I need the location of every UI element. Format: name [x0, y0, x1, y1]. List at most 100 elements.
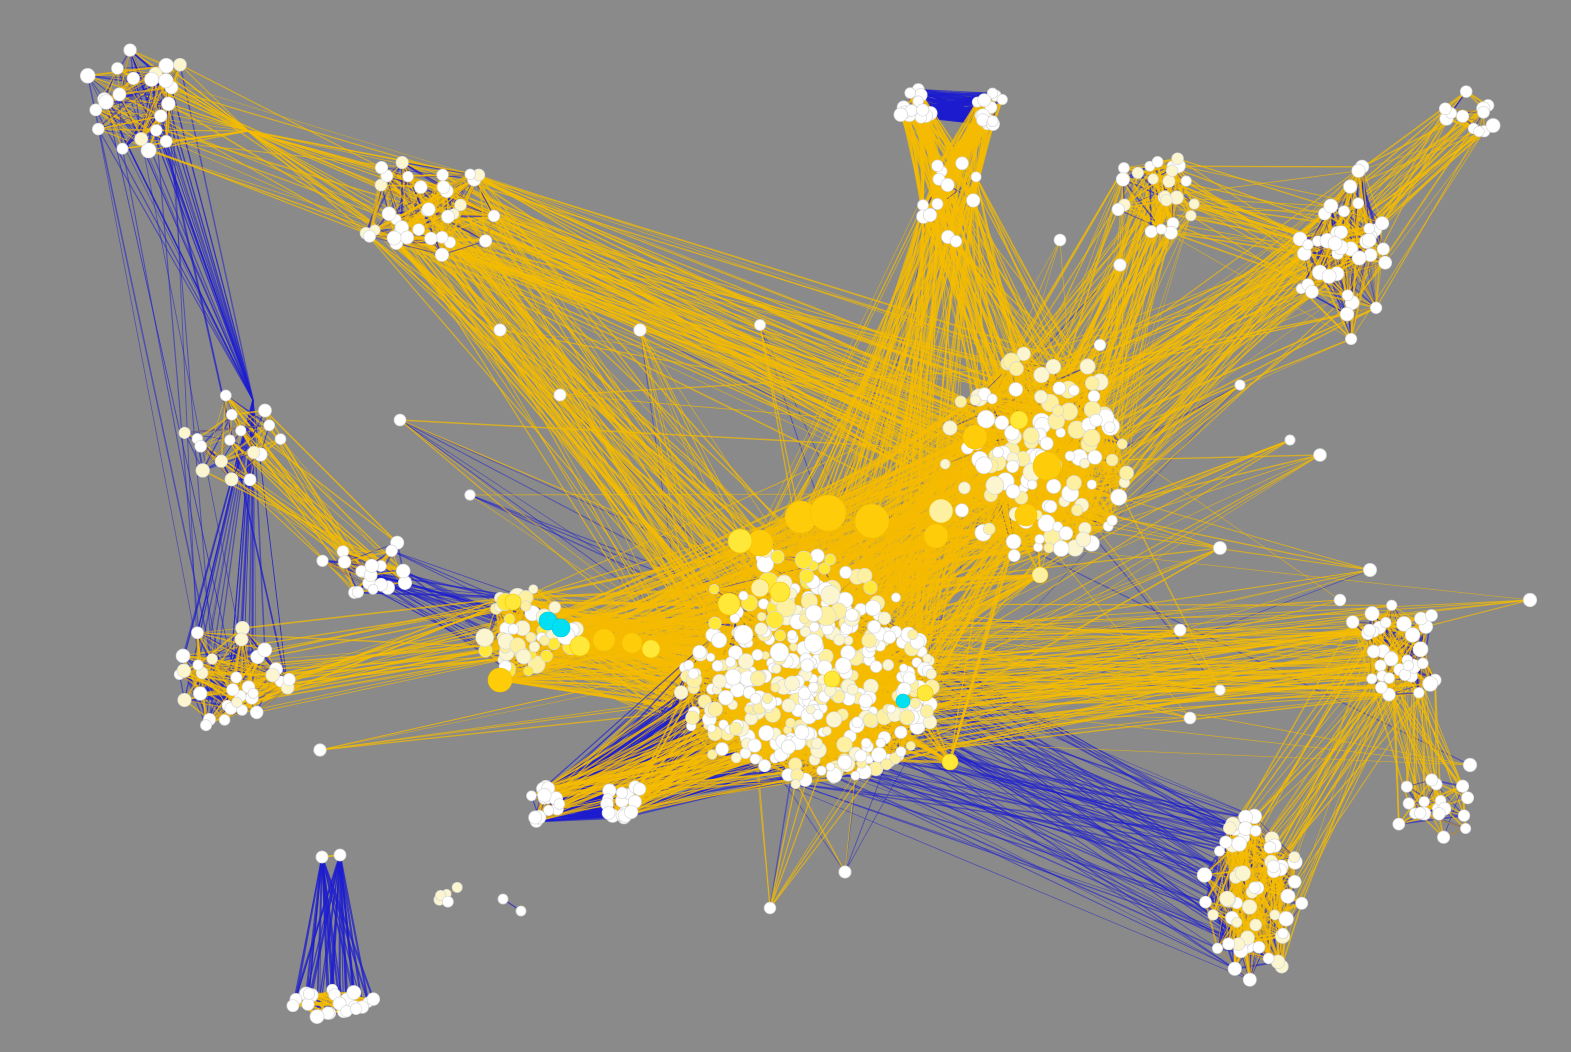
graph-node[interactable]: [1242, 899, 1258, 915]
graph-node[interactable]: [1207, 909, 1219, 921]
graph-node[interactable]: [218, 714, 231, 726]
graph-node[interactable]: [955, 156, 969, 171]
graph-node-hub[interactable]: [823, 670, 841, 688]
graph-node[interactable]: [1352, 197, 1365, 210]
graph-node[interactable]: [1462, 757, 1478, 773]
graph-node[interactable]: [897, 682, 912, 697]
graph-node[interactable]: [863, 580, 878, 595]
graph-node[interactable]: [226, 683, 240, 697]
graph-node[interactable]: [1341, 289, 1354, 302]
graph-node[interactable]: [975, 456, 993, 475]
graph-node[interactable]: [1327, 236, 1343, 251]
graph-node[interactable]: [1171, 152, 1184, 165]
graph-node[interactable]: [708, 616, 722, 630]
graph-node[interactable]: [1008, 382, 1024, 397]
graph-node[interactable]: [1034, 534, 1045, 545]
graph-node[interactable]: [1113, 258, 1127, 272]
graph-node[interactable]: [805, 604, 823, 622]
graph-node[interactable]: [758, 725, 775, 742]
graph-node[interactable]: [337, 555, 352, 569]
graph-node[interactable]: [1386, 599, 1398, 611]
graph-node[interactable]: [864, 599, 882, 617]
graph-node[interactable]: [1185, 210, 1197, 222]
graph-node[interactable]: [1183, 711, 1197, 725]
graph-node[interactable]: [1058, 526, 1074, 541]
graph-node[interactable]: [395, 563, 411, 579]
graph-node[interactable]: [553, 388, 567, 402]
graph-node[interactable]: [1115, 172, 1130, 187]
graph-node[interactable]: [1008, 361, 1024, 377]
graph-node[interactable]: [89, 103, 103, 117]
graph-node-hub[interactable]: [1031, 566, 1049, 584]
graph-node[interactable]: [886, 704, 896, 714]
graph-node[interactable]: [909, 697, 921, 709]
graph-node[interactable]: [1422, 675, 1439, 692]
graph-node[interactable]: [763, 901, 777, 915]
graph-node[interactable]: [1227, 961, 1242, 976]
graph-node[interactable]: [615, 786, 629, 799]
graph-node-hub[interactable]: [923, 523, 949, 549]
graph-node[interactable]: [985, 476, 1005, 495]
graph-node[interactable]: [1380, 616, 1392, 629]
graph-node[interactable]: [301, 997, 315, 1011]
graph-node[interactable]: [750, 670, 766, 687]
graph-node[interactable]: [1213, 541, 1227, 555]
graph-node[interactable]: [144, 71, 160, 87]
graph-node[interactable]: [1173, 623, 1187, 637]
graph-node[interactable]: [970, 171, 982, 183]
graph-node[interactable]: [134, 132, 149, 146]
graph-node-highlight[interactable]: [551, 618, 571, 638]
graph-node[interactable]: [811, 737, 823, 750]
graph-node[interactable]: [751, 649, 764, 661]
graph-node[interactable]: [1046, 478, 1062, 494]
graph-node[interactable]: [435, 230, 449, 244]
graph-node[interactable]: [1052, 540, 1070, 557]
graph-node[interactable]: [1248, 881, 1261, 894]
graph-node[interactable]: [315, 850, 329, 864]
graph-node[interactable]: [1396, 616, 1412, 632]
graph-node[interactable]: [247, 445, 261, 460]
graph-node[interactable]: [231, 696, 243, 708]
graph-node-hub[interactable]: [1032, 451, 1062, 481]
graph-node[interactable]: [434, 247, 450, 262]
graph-node[interactable]: [302, 987, 316, 1000]
graph-node[interactable]: [258, 403, 272, 418]
graph-node[interactable]: [263, 419, 276, 432]
graph-node[interactable]: [1269, 909, 1281, 921]
graph-node-hub[interactable]: [854, 503, 890, 539]
graph-node[interactable]: [436, 168, 449, 182]
graph-node[interactable]: [1106, 514, 1118, 527]
graph-node[interactable]: [730, 752, 742, 764]
graph-node[interactable]: [520, 600, 532, 612]
graph-node[interactable]: [487, 209, 501, 223]
graph-node[interactable]: [385, 544, 398, 557]
graph-node[interactable]: [942, 420, 958, 436]
graph-node[interactable]: [789, 642, 798, 652]
graph-node[interactable]: [1160, 193, 1173, 207]
graph-node[interactable]: [464, 489, 476, 501]
graph-node[interactable]: [1119, 465, 1134, 481]
graph-node[interactable]: [845, 608, 859, 622]
graph-node[interactable]: [711, 632, 728, 649]
graph-node[interactable]: [1459, 85, 1473, 98]
graph-node[interactable]: [976, 410, 996, 429]
graph-node[interactable]: [715, 742, 729, 756]
graph-node[interactable]: [393, 413, 407, 427]
graph-node[interactable]: [839, 565, 853, 579]
graph-node[interactable]: [1219, 835, 1233, 849]
graph-node-hub[interactable]: [962, 424, 988, 450]
graph-node[interactable]: [1045, 358, 1062, 375]
graph-node[interactable]: [683, 659, 695, 671]
graph-node[interactable]: [309, 1009, 325, 1024]
graph-node[interactable]: [140, 142, 157, 159]
graph-node[interactable]: [851, 716, 864, 729]
graph-node[interactable]: [235, 425, 247, 437]
graph-node[interactable]: [1346, 615, 1360, 629]
graph-node[interactable]: [799, 626, 811, 638]
graph-node[interactable]: [769, 642, 790, 662]
graph-node[interactable]: [1323, 198, 1339, 214]
graph-node[interactable]: [193, 686, 208, 701]
graph-node[interactable]: [374, 178, 388, 192]
graph-node[interactable]: [860, 737, 872, 749]
graph-node[interactable]: [161, 96, 176, 111]
